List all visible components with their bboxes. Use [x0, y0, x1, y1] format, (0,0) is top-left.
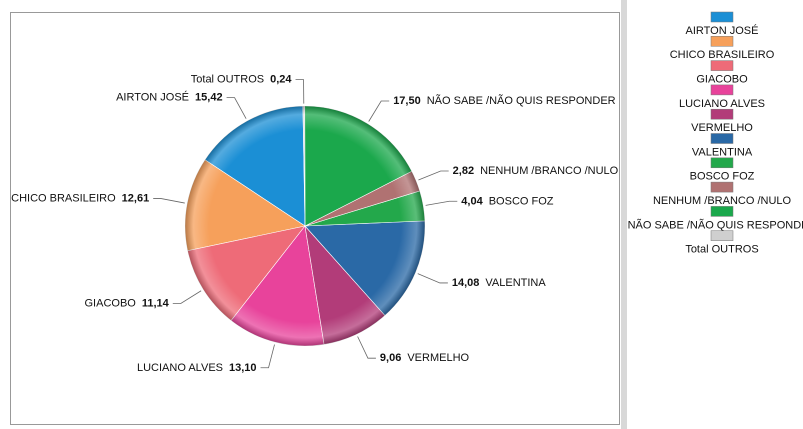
- slice-label: Total OUTROS 0,24: [191, 74, 293, 86]
- slice-label: 2,82 NENHUM /BRANCO /NULO: [453, 165, 619, 177]
- legend-label: VALENTINA: [692, 146, 753, 158]
- slice-value: 2,82: [453, 165, 474, 177]
- slice-label: LUCIANO ALVES 13,10: [137, 362, 257, 374]
- leader-line: [418, 170, 449, 181]
- legend-swatch: [710, 181, 734, 193]
- slice-name: GIACOBO: [85, 297, 137, 309]
- slice-value: 11,14: [142, 297, 170, 309]
- slice-label: GIACOBO 11,14: [85, 297, 170, 309]
- legend-swatch: [710, 11, 734, 23]
- legend-swatch: [710, 206, 734, 217]
- legend-label: Total OUTROS: [685, 244, 758, 256]
- slice-value: 14,08: [452, 277, 480, 289]
- leader-line: [153, 198, 185, 204]
- slice-name: CHICO BRASILEIRO: [11, 192, 116, 204]
- legend-label: CHICO BRASILEIRO: [670, 49, 775, 61]
- slice-value: 4,04: [461, 195, 483, 207]
- leader-line: [226, 97, 247, 119]
- slice-value: 12,61: [122, 192, 150, 204]
- legend-swatch: [710, 84, 734, 96]
- slice-name: AIRTON JOSÉ: [116, 91, 189, 104]
- slice-label: CHICO BRASILEIRO 12,61: [11, 192, 149, 204]
- slice-name: LUCIANO ALVES: [137, 362, 223, 374]
- leader-line: [172, 290, 202, 304]
- leader-line: [295, 79, 305, 104]
- leader-line: [357, 336, 376, 359]
- slice-name: NÃO SABE /NÃO QUIS RESPONDER: [427, 94, 616, 107]
- shading: [185, 106, 425, 346]
- slice-name: VALENTINA: [485, 277, 546, 289]
- legend-label: VERMELHO: [691, 122, 753, 134]
- slice-label: 9,06 VERMELHO: [380, 352, 470, 364]
- slice-label: 14,08 VALENTINA: [452, 277, 547, 289]
- slice-value: 9,06: [380, 352, 401, 364]
- leader-line: [260, 344, 275, 369]
- slice-label: AIRTON JOSÉ 15,42: [116, 91, 222, 104]
- legend-swatch: [710, 108, 734, 120]
- legend-label: GIACOBO: [696, 74, 748, 86]
- slice-name: Total OUTROS: [191, 74, 264, 86]
- slice-label: 17,50 NÃO SABE /NÃO QUIS RESPONDER: [393, 94, 615, 107]
- slice-value: 13,10: [229, 362, 257, 374]
- legend: AIRTON JOSÉ CHICO BRASILEIRO GIACOBO LUCIAN…: [628, 11, 803, 256]
- slice-name: VERMELHO: [407, 352, 469, 364]
- pie: [184, 105, 426, 347]
- slice-value: 0,24: [270, 74, 292, 86]
- legend-swatch: [710, 133, 734, 144]
- slice-name: NENHUM /BRANCO /NULO: [480, 165, 619, 177]
- separator: [621, 0, 627, 429]
- legend-label: NENHUM /BRANCO /NULO: [653, 195, 792, 207]
- legend-swatch: [710, 157, 734, 169]
- leader-line: [417, 273, 448, 284]
- slice-name: BOSCO FOZ: [489, 195, 554, 207]
- legend-swatch: [710, 230, 734, 241]
- slice-labels: AIRTON JOSÉ 15,42 CHICO BRASILEIRO 12,61 GIA…: [11, 74, 619, 374]
- leader-line: [425, 200, 458, 206]
- legend-label: LUCIANO ALVES: [679, 98, 765, 110]
- legend-swatch: [710, 60, 734, 71]
- slice-label: 4,04 BOSCO FOZ: [461, 195, 553, 207]
- legend-label: BOSCO FOZ: [690, 171, 755, 183]
- slice-value: 15,42: [195, 92, 223, 104]
- slice-value: 17,50: [393, 95, 421, 107]
- legend-swatch: [710, 36, 734, 47]
- leader-line: [368, 100, 390, 122]
- legend-label: AIRTON JOSÉ: [686, 24, 759, 37]
- legend-label: NÃO SABE /NÃO QUIS RESPONDER: [628, 218, 803, 231]
